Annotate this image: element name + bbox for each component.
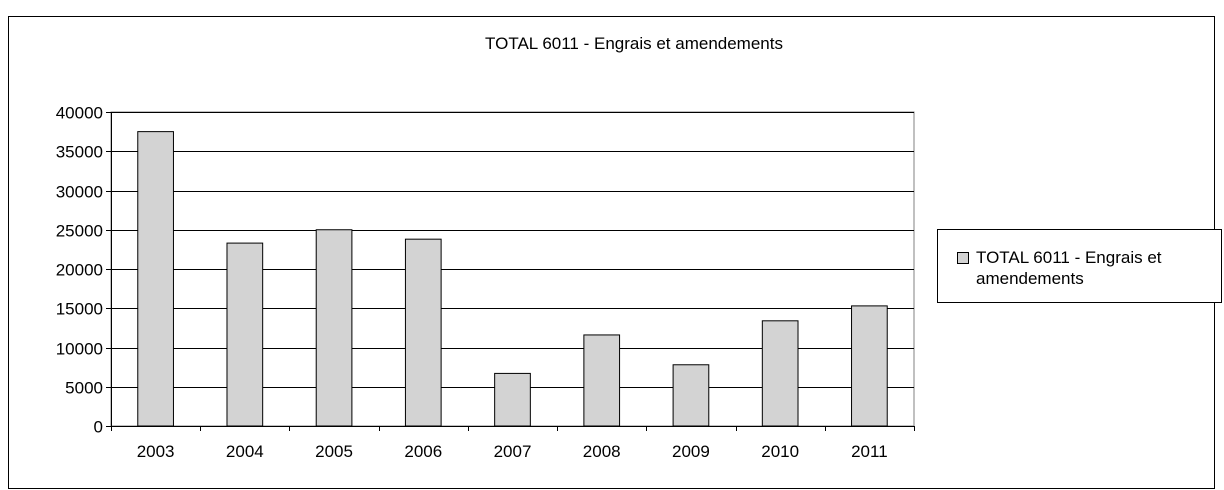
y-tick-label: 0 [94, 418, 103, 437]
chart-title: TOTAL 6011 - Engrais et amendements [485, 34, 783, 53]
x-tick-label: 2006 [404, 442, 442, 461]
x-tick-label: 2011 [851, 442, 888, 461]
x-tick-label: 2010 [761, 442, 799, 461]
axes [106, 112, 915, 431]
legend: TOTAL 6011 - Engrais et amendements [937, 229, 1222, 303]
y-tick-label: 5000 [65, 379, 103, 398]
bar [494, 372, 531, 427]
legend-label: TOTAL 6011 - Engrais et amendements [976, 248, 1162, 288]
y-tick-label: 15000 [56, 300, 103, 319]
x-tick-label: 2007 [494, 442, 532, 461]
bar [404, 238, 442, 427]
y-tick-label: 20000 [56, 261, 103, 280]
x-tick-label: 2004 [226, 442, 264, 461]
y-tick-labels: 0 5000 10000 15000 20000 25000 30000 35000 40000 [56, 104, 103, 437]
bar [315, 229, 353, 427]
y-tick-label: 25000 [56, 222, 103, 241]
x-tick-labels: 2003 2004 2005 2006 2007 2008 2009 2010 2011 [137, 442, 888, 461]
y-tick-label: 10000 [56, 340, 103, 359]
bar [672, 364, 710, 427]
y-tick-label: 30000 [56, 183, 103, 202]
bar [761, 320, 799, 427]
y-tick-label: 35000 [56, 143, 103, 162]
bar [851, 305, 888, 427]
bar [226, 242, 264, 427]
x-tick-label: 2003 [137, 442, 175, 461]
bar [137, 131, 174, 427]
bars [137, 131, 888, 427]
y-tick-label: 40000 [56, 104, 103, 123]
legend-swatch [957, 252, 969, 264]
x-tick-label: 2005 [315, 442, 353, 461]
bar [583, 334, 621, 427]
x-tick-label: 2009 [672, 442, 710, 461]
x-tick-label: 2008 [583, 442, 621, 461]
